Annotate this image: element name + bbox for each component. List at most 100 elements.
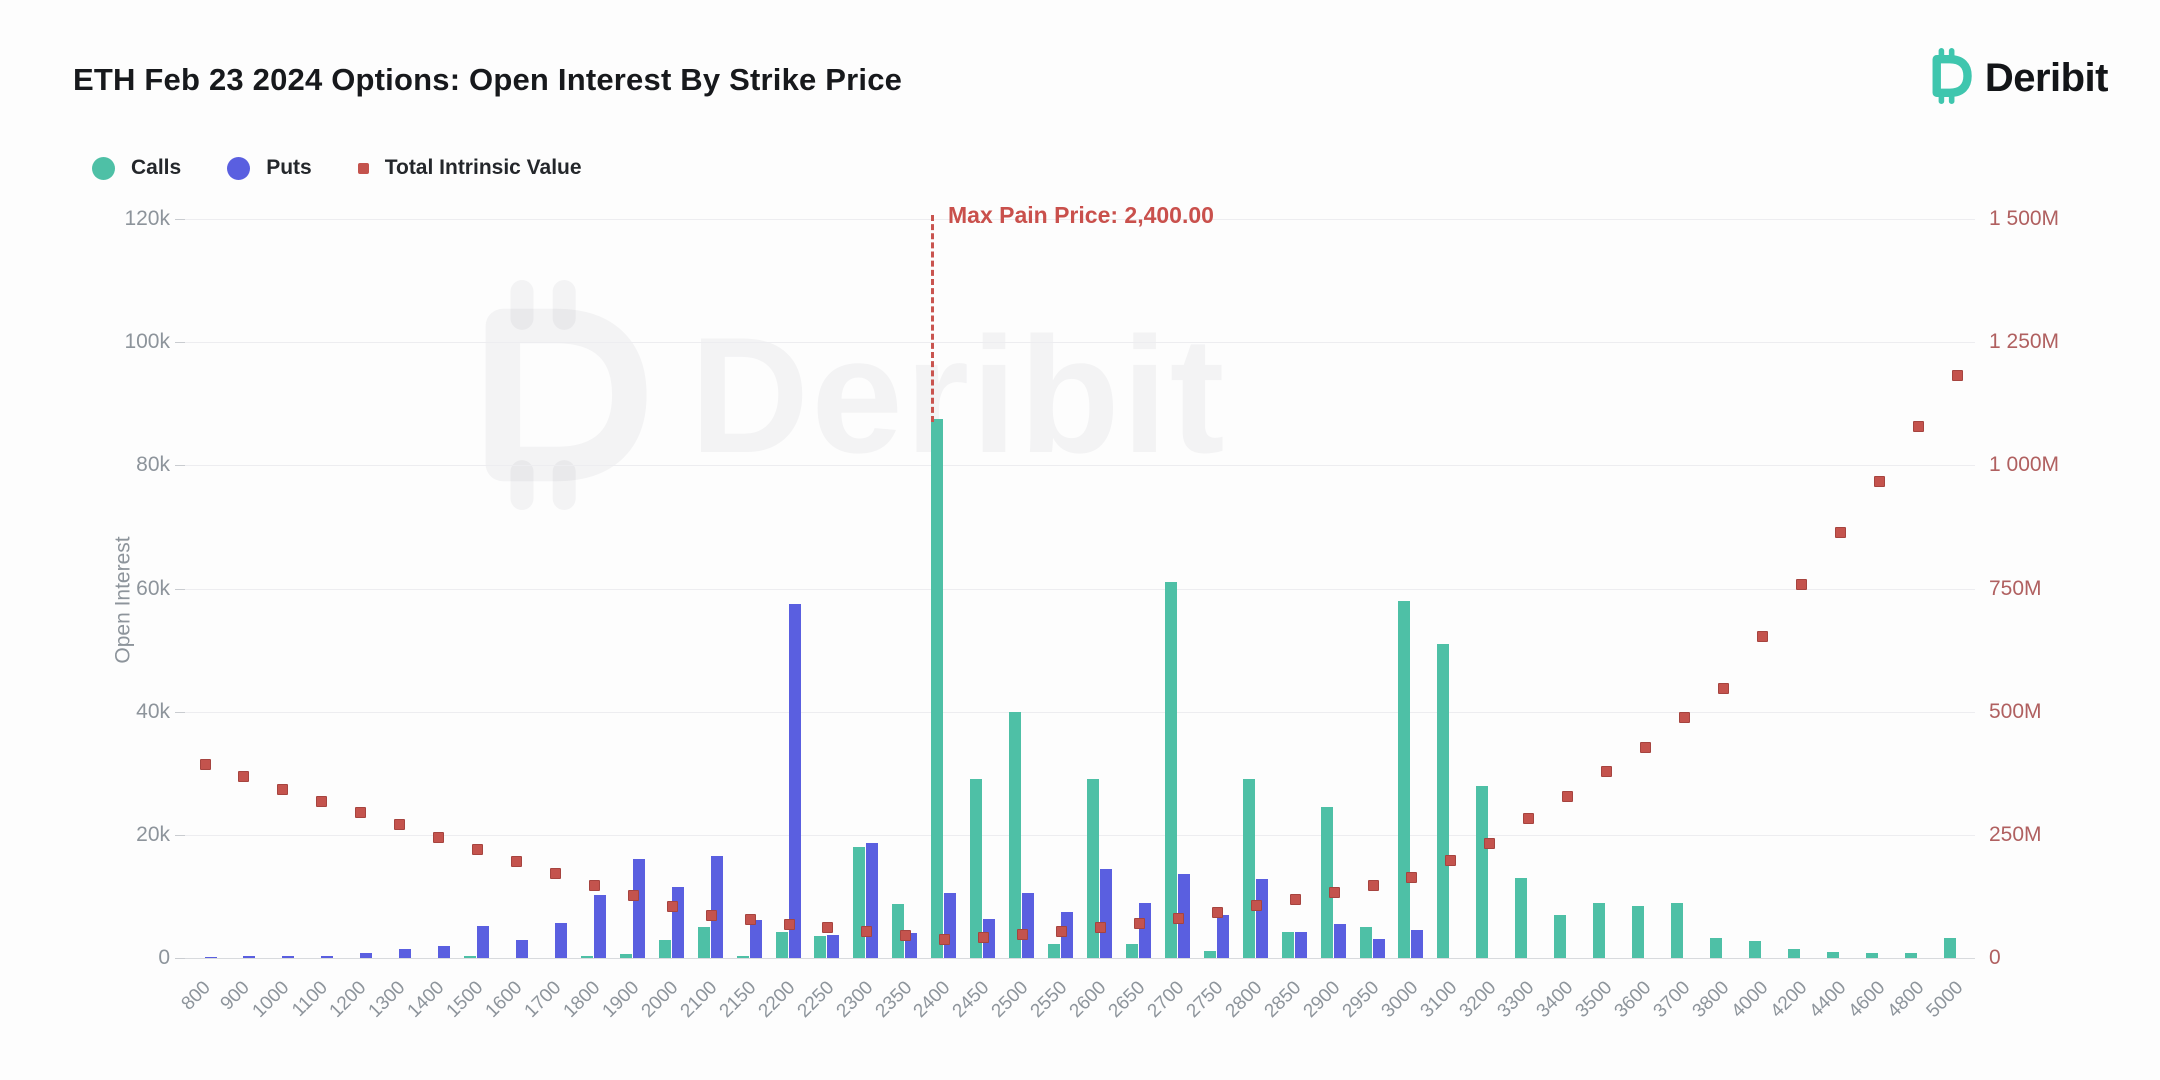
calls-bar[interactable] bbox=[1709, 938, 1722, 958]
total-intrinsic-value-point[interactable] bbox=[1289, 893, 1301, 905]
calls-bar[interactable] bbox=[1009, 711, 1022, 958]
calls-bar[interactable] bbox=[1865, 953, 1878, 958]
puts-bar[interactable] bbox=[632, 859, 645, 958]
total-intrinsic-value-point[interactable] bbox=[822, 922, 834, 934]
puts-bar[interactable] bbox=[1061, 911, 1074, 958]
puts-bar[interactable] bbox=[671, 887, 684, 958]
total-intrinsic-value-point[interactable] bbox=[355, 807, 367, 819]
total-intrinsic-value-point[interactable] bbox=[861, 925, 873, 937]
total-intrinsic-value-point[interactable] bbox=[705, 910, 717, 922]
calls-bar[interactable] bbox=[775, 932, 788, 958]
total-intrinsic-value-point[interactable] bbox=[1834, 527, 1846, 539]
total-intrinsic-value-point[interactable] bbox=[1133, 917, 1145, 929]
puts-bar[interactable] bbox=[983, 919, 996, 958]
calls-bar[interactable] bbox=[736, 956, 749, 958]
puts-bar[interactable] bbox=[438, 945, 451, 958]
total-intrinsic-value-point[interactable] bbox=[978, 931, 990, 943]
calls-bar[interactable] bbox=[814, 935, 827, 958]
puts-bar[interactable] bbox=[204, 957, 217, 958]
legend-item-calls[interactable]: Calls bbox=[92, 156, 181, 180]
puts-bar[interactable] bbox=[477, 925, 490, 958]
total-intrinsic-value-point[interactable] bbox=[939, 933, 951, 945]
total-intrinsic-value-point[interactable] bbox=[744, 914, 756, 926]
calls-bar[interactable] bbox=[1748, 941, 1761, 958]
calls-bar[interactable] bbox=[1632, 905, 1645, 958]
total-intrinsic-value-point[interactable] bbox=[277, 783, 289, 795]
legend-item-total-intrinsic-value[interactable]: Total Intrinsic Value bbox=[357, 156, 582, 180]
calls-bar[interactable] bbox=[1904, 953, 1917, 958]
calls-bar[interactable] bbox=[1242, 779, 1255, 958]
total-intrinsic-value-point[interactable] bbox=[588, 879, 600, 891]
total-intrinsic-value-point[interactable] bbox=[1328, 886, 1340, 898]
calls-bar[interactable] bbox=[1320, 807, 1333, 958]
total-intrinsic-value-point[interactable] bbox=[1523, 813, 1535, 825]
calls-bar[interactable] bbox=[1125, 943, 1138, 958]
calls-bar[interactable] bbox=[853, 847, 866, 958]
calls-bar[interactable] bbox=[1086, 779, 1099, 958]
calls-bar[interactable] bbox=[1359, 927, 1372, 958]
calls-bar[interactable] bbox=[1515, 877, 1528, 958]
puts-bar[interactable] bbox=[515, 939, 528, 958]
calls-bar[interactable] bbox=[1554, 914, 1567, 958]
total-intrinsic-value-point[interactable] bbox=[1406, 871, 1418, 883]
total-intrinsic-value-point[interactable] bbox=[666, 900, 678, 912]
puts-bar[interactable] bbox=[749, 919, 762, 958]
calls-bar[interactable] bbox=[892, 903, 905, 958]
total-intrinsic-value-point[interactable] bbox=[1678, 712, 1690, 724]
puts-bar[interactable] bbox=[1099, 868, 1112, 958]
calls-bar[interactable] bbox=[580, 956, 593, 958]
calls-bar[interactable] bbox=[1398, 600, 1411, 958]
calls-bar[interactable] bbox=[1787, 949, 1800, 958]
calls-bar[interactable] bbox=[1826, 951, 1839, 958]
puts-bar[interactable] bbox=[1333, 923, 1346, 958]
puts-bar[interactable] bbox=[1294, 932, 1307, 958]
total-intrinsic-value-point[interactable] bbox=[627, 890, 639, 902]
puts-bar[interactable] bbox=[944, 893, 957, 958]
total-intrinsic-value-point[interactable] bbox=[1017, 929, 1029, 941]
total-intrinsic-value-point[interactable] bbox=[783, 919, 795, 930]
total-intrinsic-value-point[interactable] bbox=[1172, 912, 1184, 924]
total-intrinsic-value-point[interactable] bbox=[1056, 925, 1068, 937]
calls-bar[interactable] bbox=[1437, 643, 1450, 958]
calls-bar[interactable] bbox=[1048, 943, 1061, 958]
total-intrinsic-value-point[interactable] bbox=[394, 819, 406, 831]
total-intrinsic-value-point[interactable] bbox=[1445, 854, 1457, 866]
total-intrinsic-value-point[interactable] bbox=[1640, 741, 1652, 753]
calls-bar[interactable] bbox=[464, 955, 477, 958]
puts-bar[interactable] bbox=[554, 922, 567, 958]
total-intrinsic-value-point[interactable] bbox=[1951, 369, 1963, 381]
puts-bar[interactable] bbox=[1138, 902, 1151, 958]
calls-bar[interactable] bbox=[1164, 582, 1177, 958]
total-intrinsic-value-point[interactable] bbox=[1601, 766, 1613, 778]
calls-bar[interactable] bbox=[1670, 902, 1683, 958]
calls-bar[interactable] bbox=[1593, 902, 1606, 958]
total-intrinsic-value-point[interactable] bbox=[238, 771, 250, 783]
total-intrinsic-value-point[interactable] bbox=[1717, 682, 1729, 694]
calls-bar[interactable] bbox=[970, 779, 983, 958]
total-intrinsic-value-point[interactable] bbox=[199, 758, 211, 770]
puts-bar[interactable] bbox=[593, 895, 606, 958]
puts-bar[interactable] bbox=[243, 956, 256, 958]
puts-bar[interactable] bbox=[360, 953, 373, 958]
total-intrinsic-value-point[interactable] bbox=[316, 795, 328, 807]
calls-bar[interactable] bbox=[1943, 937, 1956, 958]
puts-bar[interactable] bbox=[1022, 893, 1035, 958]
legend-item-puts[interactable]: Puts bbox=[227, 156, 312, 180]
calls-bar[interactable] bbox=[619, 954, 632, 958]
puts-bar[interactable] bbox=[1372, 938, 1385, 958]
total-intrinsic-value-point[interactable] bbox=[549, 868, 561, 880]
total-intrinsic-value-point[interactable] bbox=[1795, 579, 1807, 591]
calls-bar[interactable] bbox=[1203, 950, 1216, 958]
total-intrinsic-value-point[interactable] bbox=[1367, 879, 1379, 891]
total-intrinsic-value-point[interactable] bbox=[1873, 475, 1885, 487]
total-intrinsic-value-point[interactable] bbox=[1211, 906, 1223, 918]
total-intrinsic-value-point[interactable] bbox=[1562, 790, 1574, 802]
calls-bar[interactable] bbox=[658, 939, 671, 958]
calls-bar[interactable] bbox=[697, 927, 710, 958]
puts-bar[interactable] bbox=[866, 843, 879, 958]
puts-bar[interactable] bbox=[282, 956, 295, 958]
calls-bar[interactable] bbox=[931, 419, 944, 958]
total-intrinsic-value-point[interactable] bbox=[510, 856, 522, 868]
calls-bar[interactable] bbox=[1281, 931, 1294, 958]
total-intrinsic-value-point[interactable] bbox=[472, 844, 484, 856]
